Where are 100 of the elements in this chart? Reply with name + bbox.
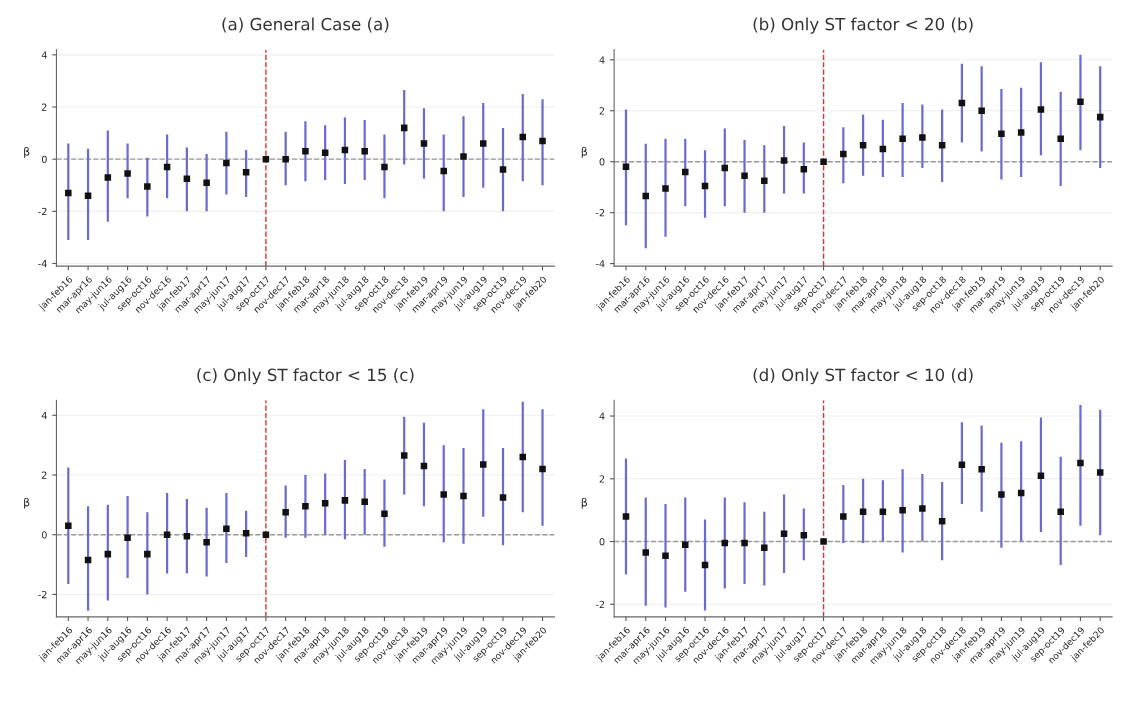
point — [622, 513, 630, 520]
y-tick-label: 4 — [599, 412, 605, 420]
point — [820, 538, 827, 545]
point — [144, 183, 151, 190]
y-tick-label: 2 — [41, 471, 47, 479]
y-tick-label: -4 — [595, 260, 605, 268]
point — [642, 192, 650, 200]
point — [499, 494, 507, 501]
point — [460, 153, 467, 160]
point — [919, 505, 926, 512]
y-tick-label: -4 — [38, 260, 47, 268]
point — [1096, 469, 1104, 476]
point — [203, 179, 210, 186]
point — [321, 149, 329, 156]
point — [65, 189, 72, 197]
point — [899, 135, 906, 143]
point — [1077, 98, 1084, 106]
point — [361, 498, 368, 506]
y-tick-label: 0 — [599, 158, 605, 166]
y-axis-title: β — [581, 147, 588, 158]
point — [400, 452, 408, 459]
point — [104, 174, 112, 181]
y-tick-label: 4 — [41, 411, 47, 419]
point — [183, 175, 191, 182]
y-tick-label: -2 — [595, 209, 605, 217]
point — [780, 157, 788, 164]
point — [662, 552, 669, 559]
y-tick-label: 0 — [41, 531, 47, 539]
y-tick-label: -2 — [38, 590, 47, 599]
point — [800, 532, 808, 539]
y-tick-label: 2 — [599, 475, 605, 483]
point — [1037, 472, 1045, 479]
point — [1057, 508, 1064, 515]
y-tick-label: 4 — [41, 51, 47, 59]
point — [381, 163, 388, 171]
point — [761, 177, 768, 185]
y-tick-label: 2 — [41, 103, 47, 111]
point — [978, 466, 985, 473]
point — [124, 170, 131, 177]
y-axis-title: β — [24, 497, 30, 509]
chart-title: (b) Only ST factor < 20 (b) — [753, 17, 973, 34]
point — [499, 166, 507, 173]
point — [479, 461, 487, 468]
chart-title: (a) General Case (a) — [222, 17, 389, 33]
point — [741, 172, 748, 179]
point — [65, 522, 72, 530]
point — [282, 155, 289, 163]
point — [163, 531, 171, 538]
point — [840, 150, 847, 158]
point — [958, 461, 966, 468]
point — [361, 148, 368, 155]
point — [1017, 129, 1025, 136]
point — [978, 107, 985, 115]
point — [440, 491, 447, 498]
point — [302, 148, 309, 155]
point — [899, 506, 906, 514]
point — [662, 185, 669, 192]
point — [420, 140, 428, 147]
point — [539, 137, 546, 145]
y-tick-label: 4 — [599, 56, 605, 64]
y-axis-title: β — [581, 497, 588, 509]
point — [321, 500, 329, 507]
point — [998, 130, 1005, 137]
point — [682, 541, 689, 548]
point — [440, 167, 447, 175]
point — [1077, 459, 1084, 467]
point — [124, 534, 131, 541]
point — [919, 134, 926, 141]
point — [302, 503, 309, 510]
point — [761, 544, 768, 552]
point — [642, 549, 650, 556]
point — [879, 508, 887, 515]
point — [539, 465, 546, 473]
point — [998, 491, 1005, 498]
point — [741, 539, 748, 547]
y-tick-label: -2 — [595, 600, 605, 608]
y-tick-label: 0 — [599, 538, 605, 546]
point — [840, 513, 847, 520]
point — [381, 510, 388, 518]
point — [223, 525, 230, 532]
point — [780, 530, 788, 537]
point — [282, 509, 289, 516]
point — [460, 492, 467, 500]
point — [479, 140, 487, 147]
y-tick-label: -2 — [38, 207, 47, 216]
point — [800, 166, 808, 173]
point — [84, 192, 92, 199]
point — [820, 158, 827, 165]
point — [144, 550, 151, 558]
y-axis-title: β — [24, 147, 30, 158]
point — [1057, 135, 1064, 143]
point — [223, 159, 230, 167]
y-tick-label: 0 — [41, 155, 47, 164]
point — [203, 538, 210, 546]
point — [341, 497, 349, 504]
point — [1037, 106, 1045, 113]
chart-title: (c) Only ST factor < 15 (c) — [197, 368, 414, 385]
chart-title: (d) Only ST factor < 10 (d) — [753, 368, 973, 385]
y-tick-label: 2 — [599, 107, 605, 115]
point — [262, 531, 270, 538]
